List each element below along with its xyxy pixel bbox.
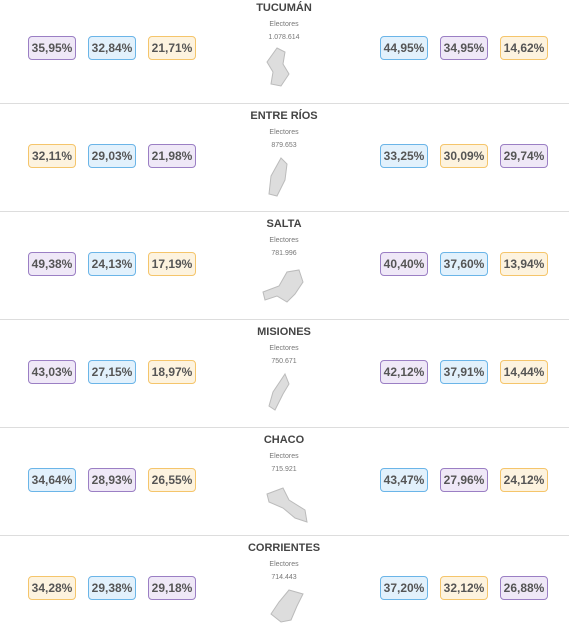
percent-badge: 29,74% (500, 144, 548, 168)
percent-badge: 29,18% (148, 576, 196, 600)
electors-label: Electores (269, 129, 299, 136)
province-row: CORRIENTES Electores 714.443 34,28% 29,38% 29… (0, 536, 569, 623)
percent-badge: 43,03% (28, 360, 76, 384)
percent-badge: 40,40% (380, 252, 428, 276)
electors-label: Electores (269, 345, 299, 352)
province-name: CHACO (263, 434, 305, 446)
province-name: CORRIENTES (247, 542, 321, 554)
map-shape (268, 372, 290, 411)
percent-badge: 21,71% (148, 36, 196, 60)
province-name: TUCUMÁN (256, 2, 312, 14)
percent-badge: 27,96% (440, 468, 488, 492)
percent-badge: 17,19% (148, 252, 196, 276)
percent-badge: 34,64% (28, 468, 76, 492)
percent-badge: 26,55% (148, 468, 196, 492)
province-map (270, 589, 304, 623)
electors-count: 715.921 (271, 466, 297, 473)
percent-badge: 34,28% (28, 576, 76, 600)
percent-badge: 37,60% (440, 252, 488, 276)
province-row: ENTRE RÍOS Electores 879.653 32,11% 29,03% 21… (0, 104, 569, 212)
percent-badge: 42,12% (380, 360, 428, 384)
percent-badge: 18,97% (148, 360, 196, 384)
percent-badge: 14,62% (500, 36, 548, 60)
province-map (268, 157, 288, 197)
percent-badge: 21,98% (148, 144, 196, 168)
province-map (262, 269, 304, 303)
percent-badge: 34,95% (440, 36, 488, 60)
province-map (266, 487, 308, 523)
percent-badge: 43,47% (380, 468, 428, 492)
percent-badge: 32,11% (28, 144, 76, 168)
province-row: SALTA Electores 781.996 49,38% 24,13% 17,19% 4… (0, 212, 569, 320)
percent-badge: 44,95% (380, 36, 428, 60)
percent-badge: 29,38% (88, 576, 136, 600)
electors-count: 750.671 (271, 358, 297, 365)
electors-label: Electores (269, 453, 299, 460)
percent-badge: 49,38% (28, 252, 76, 276)
province-row: MISIONES Electores 750.671 43,03% 27,15% 18,9… (0, 320, 569, 428)
percent-badge: 30,09% (440, 144, 488, 168)
percent-badge: 29,03% (88, 144, 136, 168)
electors-label: Electores (269, 237, 299, 244)
percent-badge: 32,12% (440, 576, 488, 600)
map-shape (268, 157, 288, 197)
electors-count: 714.443 (271, 574, 297, 581)
province-row: TUCUMÁN Electores 1.078.614 35,95% 32,84% 21,… (0, 0, 569, 104)
province-name: ENTRE RÍOS (250, 110, 318, 122)
percent-badge: 33,25% (380, 144, 428, 168)
electors-label: Electores (269, 561, 299, 568)
electors-label: Electores (269, 21, 299, 28)
percent-badge: 37,20% (380, 576, 428, 600)
percent-badge: 32,84% (88, 36, 136, 60)
province-row: CHACO Electores 715.921 34,64% 28,93% 26,55% 4… (0, 428, 569, 536)
percent-badge: 35,95% (28, 36, 76, 60)
percent-badge: 13,94% (500, 252, 548, 276)
province-name: MISIONES (257, 326, 311, 338)
percent-badge: 24,12% (500, 468, 548, 492)
percent-badge: 14,44% (500, 360, 548, 384)
percent-badge: 37,91% (440, 360, 488, 384)
map-shape (270, 589, 304, 623)
electors-count: 879.653 (271, 142, 297, 149)
map-shape (262, 269, 304, 303)
map-shape (266, 47, 290, 87)
province-name: SALTA (266, 218, 302, 230)
percent-badge: 28,93% (88, 468, 136, 492)
percent-badge: 24,13% (88, 252, 136, 276)
percent-badge: 27,15% (88, 360, 136, 384)
province-map (268, 372, 290, 411)
map-shape (266, 487, 308, 523)
electors-count: 1.078.614 (268, 34, 300, 41)
electors-count: 781.996 (271, 250, 297, 257)
province-map (266, 47, 290, 87)
percent-badge: 26,88% (500, 576, 548, 600)
